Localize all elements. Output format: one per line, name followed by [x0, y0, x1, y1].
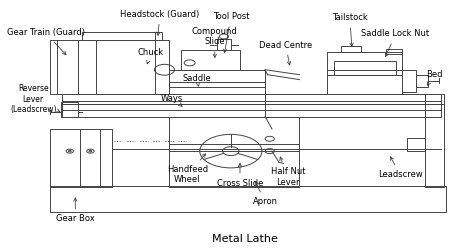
Text: Metal Lathe: Metal Lathe [211, 234, 277, 244]
Text: Dead Centre: Dead Centre [259, 41, 312, 65]
Bar [169, 70, 265, 94]
Bar [62, 104, 441, 117]
Text: Cross Slide: Cross Slide [217, 163, 263, 188]
Text: Reverse
Lever
(Leadscrew): Reverse Lever (Leadscrew) [10, 84, 60, 114]
Text: Chuck: Chuck [138, 48, 164, 64]
Bar [402, 70, 416, 92]
Text: Ways: Ways [160, 93, 182, 106]
Text: Apron: Apron [253, 182, 278, 206]
Text: Compound
Slide: Compound Slide [192, 27, 237, 58]
Text: Headstock (Guard): Headstock (Guard) [120, 10, 200, 35]
Text: Saddle Lock Nut: Saddle Lock Nut [362, 30, 429, 57]
Text: Bed: Bed [426, 70, 443, 85]
Bar [341, 46, 361, 53]
Bar [327, 53, 402, 94]
Bar [50, 129, 112, 187]
Bar [50, 186, 446, 212]
Text: Handfeed
Wheel: Handfeed Wheel [167, 154, 208, 184]
Text: Gear Train (Guard): Gear Train (Guard) [7, 28, 84, 55]
Text: Tool Post: Tool Post [212, 12, 249, 53]
Bar [386, 49, 402, 54]
Bar [334, 61, 395, 75]
Bar [181, 50, 240, 70]
Text: Gear Box: Gear Box [56, 198, 95, 223]
Bar [217, 39, 231, 50]
Bar [425, 94, 444, 187]
Bar [407, 138, 425, 151]
Bar [78, 40, 169, 94]
Bar [62, 94, 441, 104]
Bar [50, 40, 79, 94]
Bar [169, 117, 300, 187]
Text: Leadscrew: Leadscrew [378, 157, 422, 179]
Text: Saddle: Saddle [182, 74, 211, 86]
Text: Half Nut
Lever: Half Nut Lever [271, 157, 305, 187]
Text: Tailstock: Tailstock [332, 13, 368, 46]
Bar [416, 75, 428, 87]
Bar [61, 102, 78, 117]
Bar [82, 31, 162, 40]
